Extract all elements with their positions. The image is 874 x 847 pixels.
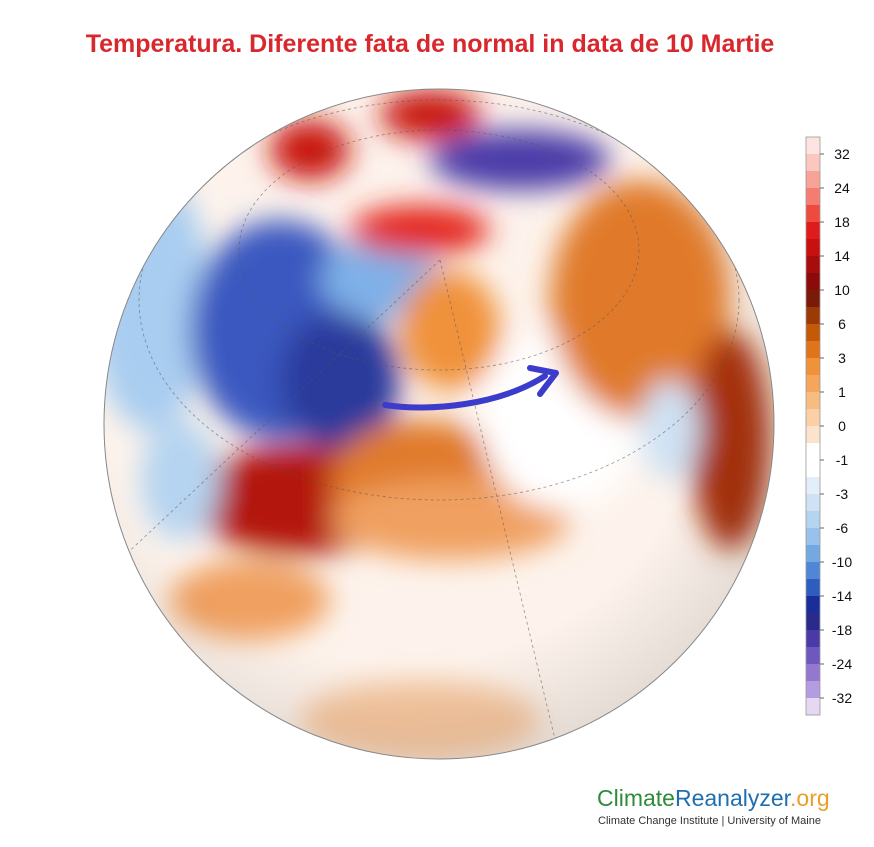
colorbar-tick-label: 3	[838, 350, 846, 366]
colorbar-segment	[806, 256, 820, 274]
colorbar-segment	[806, 392, 820, 410]
colorbar-segment	[806, 443, 820, 461]
logo-part: Reanalyzer	[675, 785, 792, 811]
globe-outline	[103, 88, 775, 760]
logo-subtitle: Climate Change Institute | University of…	[598, 815, 821, 827]
colorbar-segment	[806, 375, 820, 393]
colorbar-segment	[806, 188, 820, 206]
colorbar-segment	[806, 358, 820, 376]
logo-part: .org	[790, 785, 830, 811]
colorbar-segment	[806, 426, 820, 444]
colorbar-segment	[806, 409, 820, 427]
colorbar-segment	[806, 137, 820, 155]
logo: ClimateReanalyzer.org	[597, 785, 830, 811]
colorbar-segment	[806, 681, 820, 699]
colorbar-segment	[806, 239, 820, 257]
colorbar-tick-label: -10	[832, 554, 852, 570]
colorbar-tick-label: 14	[834, 248, 850, 264]
colorbar-tick-label: 32	[834, 146, 850, 162]
colorbar-tick-label: 10	[834, 282, 850, 298]
colorbar-segment	[806, 647, 820, 665]
colorbar-segment	[806, 324, 820, 342]
colorbar-tick-label: 18	[834, 214, 850, 230]
colorbar-segment	[806, 596, 820, 614]
colorbar-segment	[806, 222, 820, 240]
colorbar-segment	[806, 579, 820, 597]
colorbar-tick-label: 0	[838, 418, 846, 434]
colorbar-segment	[806, 205, 820, 223]
globe	[104, 89, 774, 759]
colorbar-tick-label: -1	[836, 452, 849, 468]
colorbar-tick-label: -32	[832, 690, 852, 706]
colorbar-tick-label: 24	[834, 180, 850, 196]
colorbar-tick-label: 1	[838, 384, 846, 400]
title: Temperatura. Diferente fata de normal in…	[86, 30, 775, 58]
colorbar-segment	[806, 494, 820, 512]
colorbar-segment	[806, 664, 820, 682]
colorbar-segment	[806, 630, 820, 648]
colorbar-segment	[806, 341, 820, 359]
colorbar-segment	[806, 154, 820, 172]
colorbar-tick-label: -14	[832, 588, 852, 604]
colorbar-segment	[806, 698, 820, 716]
arrow	[382, 365, 559, 411]
colorbar-segment	[806, 528, 820, 546]
colorbar-segment	[806, 477, 820, 495]
colorbar-tick-label: 6	[838, 316, 846, 332]
colorbar-segment	[806, 562, 820, 580]
colorbar-segment	[806, 273, 820, 291]
logo-part: Climate	[597, 785, 675, 811]
colorbar-segment	[806, 171, 820, 189]
colorbar-tick-label: -24	[832, 656, 852, 672]
colorbar-segment	[806, 290, 820, 308]
colorbar-segment	[806, 307, 820, 325]
colorbar-segment	[806, 460, 820, 478]
colorbar-segment	[806, 545, 820, 563]
colorbar-segment	[806, 511, 820, 529]
colorbar-tick-label: -18	[832, 622, 852, 638]
colorbar-segment	[806, 613, 820, 631]
colorbar-tick-label: -6	[836, 520, 849, 536]
colorbar-tick-label: -3	[836, 486, 849, 502]
